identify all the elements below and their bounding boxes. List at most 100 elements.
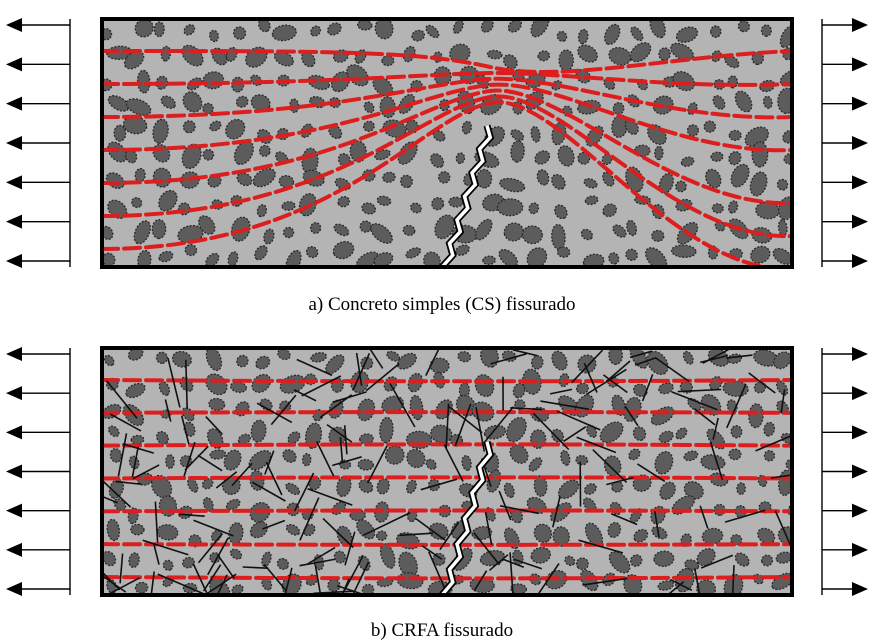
arrow-left-icon [6,96,70,111]
aggregate-stone [623,396,642,422]
caption: b) CRFA fissurado [371,620,513,641]
aggregate-stone [625,248,638,261]
aggregate-stone [577,28,589,45]
aggregate-stone [131,197,143,209]
aggregate-stone [686,124,699,137]
aggregate-stone [103,354,115,367]
aggregate-stone [510,140,525,163]
stress-line [102,76,792,120]
aggregate-stone [556,246,571,258]
arrow-right-icon [822,347,868,361]
aggregate-stone [287,431,301,444]
aggregate-stone [454,244,470,256]
aggregate-stone [358,479,374,494]
aggregate-stone [486,49,503,60]
steel-fiber [207,537,229,576]
aggregate-stone [165,454,175,469]
steel-fiber [439,522,460,551]
steel-fiber [629,350,653,359]
aggregate-stone [734,552,750,567]
steel-fiber [332,391,367,404]
aggregate-stone [278,174,295,189]
steel-fiber [352,352,371,391]
stress-line [102,508,792,514]
steel-fiber [331,456,362,467]
steel-fiber [425,348,441,376]
aggregate-stone [551,173,566,190]
aggregate-stone [127,348,144,361]
aggregate-stone [254,245,268,261]
aggregate-stone [233,26,247,40]
aggregate-stone [728,151,742,166]
steel-fiber [202,564,222,592]
aggregate-stone [223,449,242,471]
stress-lines [102,49,792,267]
aggregate-stone [384,445,405,465]
steel-fiber [355,352,363,386]
aggregate-stone [156,524,179,541]
aggregate-stone [310,352,328,363]
aggregate-stone [510,583,528,595]
aggregate-stone [710,151,724,162]
aggregate-stone [763,421,776,437]
aggregate-stone [675,180,687,193]
aggregate-stone [250,94,271,112]
steel-fiber [366,445,388,484]
aggregate-stone [285,523,301,536]
steel-fiber [399,532,434,537]
aggregate-stone [376,478,390,495]
steel-fiber [296,358,333,377]
aggregate-stone [285,482,301,496]
aggregate-stone [201,478,214,490]
steel-fiber [326,423,353,443]
aggregate-stone [537,50,551,62]
aggregate-stone [255,355,271,370]
steel-fiber [536,563,560,595]
arrow-right-icon [822,254,868,268]
steel-fiber [215,471,238,489]
steel-fiber [263,563,287,592]
aggregate-stone [209,120,222,132]
steel-fiber [636,463,666,483]
aggregate-stone [160,95,176,109]
steel-fiber [307,546,336,565]
arrow-left-icon [6,254,70,268]
aggregate-stone [136,69,151,94]
steel-fiber [142,539,189,556]
aggregate-stone [480,348,499,368]
steel-fiber [709,441,724,481]
aggregate-stone [357,398,376,422]
aggregate-stone [106,518,121,542]
aggregate-stone [503,222,524,242]
aggregate-stone [575,455,589,466]
aggregate-stone [711,203,724,214]
aggregate-stone [406,479,417,494]
arrow-left-icon [6,464,70,479]
aggregate-stone [155,351,168,364]
arrow-right-icon [822,582,868,596]
aggregate-stone [305,246,319,259]
steel-fiber [315,441,335,477]
aggregate-stone [332,240,355,260]
aggregate-stone [651,526,668,540]
aggregate-stone [580,228,594,241]
steel-fiber [183,441,196,477]
caption: a) Concreto simples (CS) fissurado [308,294,575,315]
steel-fiber [576,436,617,454]
aggregate-stone [736,482,746,495]
aggregate-stone [207,174,222,188]
aggregate-stone [658,382,674,395]
aggregate-stone [108,425,120,438]
aggregate-stone [107,141,128,163]
steel-fiber [197,454,223,472]
aggregate-stone [328,124,343,140]
aggregate-stone [534,150,551,165]
aggregate-stone [779,24,792,48]
aggregate-stone [258,144,271,157]
steel-fiber [352,561,370,595]
aggregate-stone [775,551,792,564]
aggregate-stone [309,222,322,234]
steel-fiber [216,553,235,580]
aggregate-stone [506,416,527,443]
aggregate-stone [373,252,394,267]
